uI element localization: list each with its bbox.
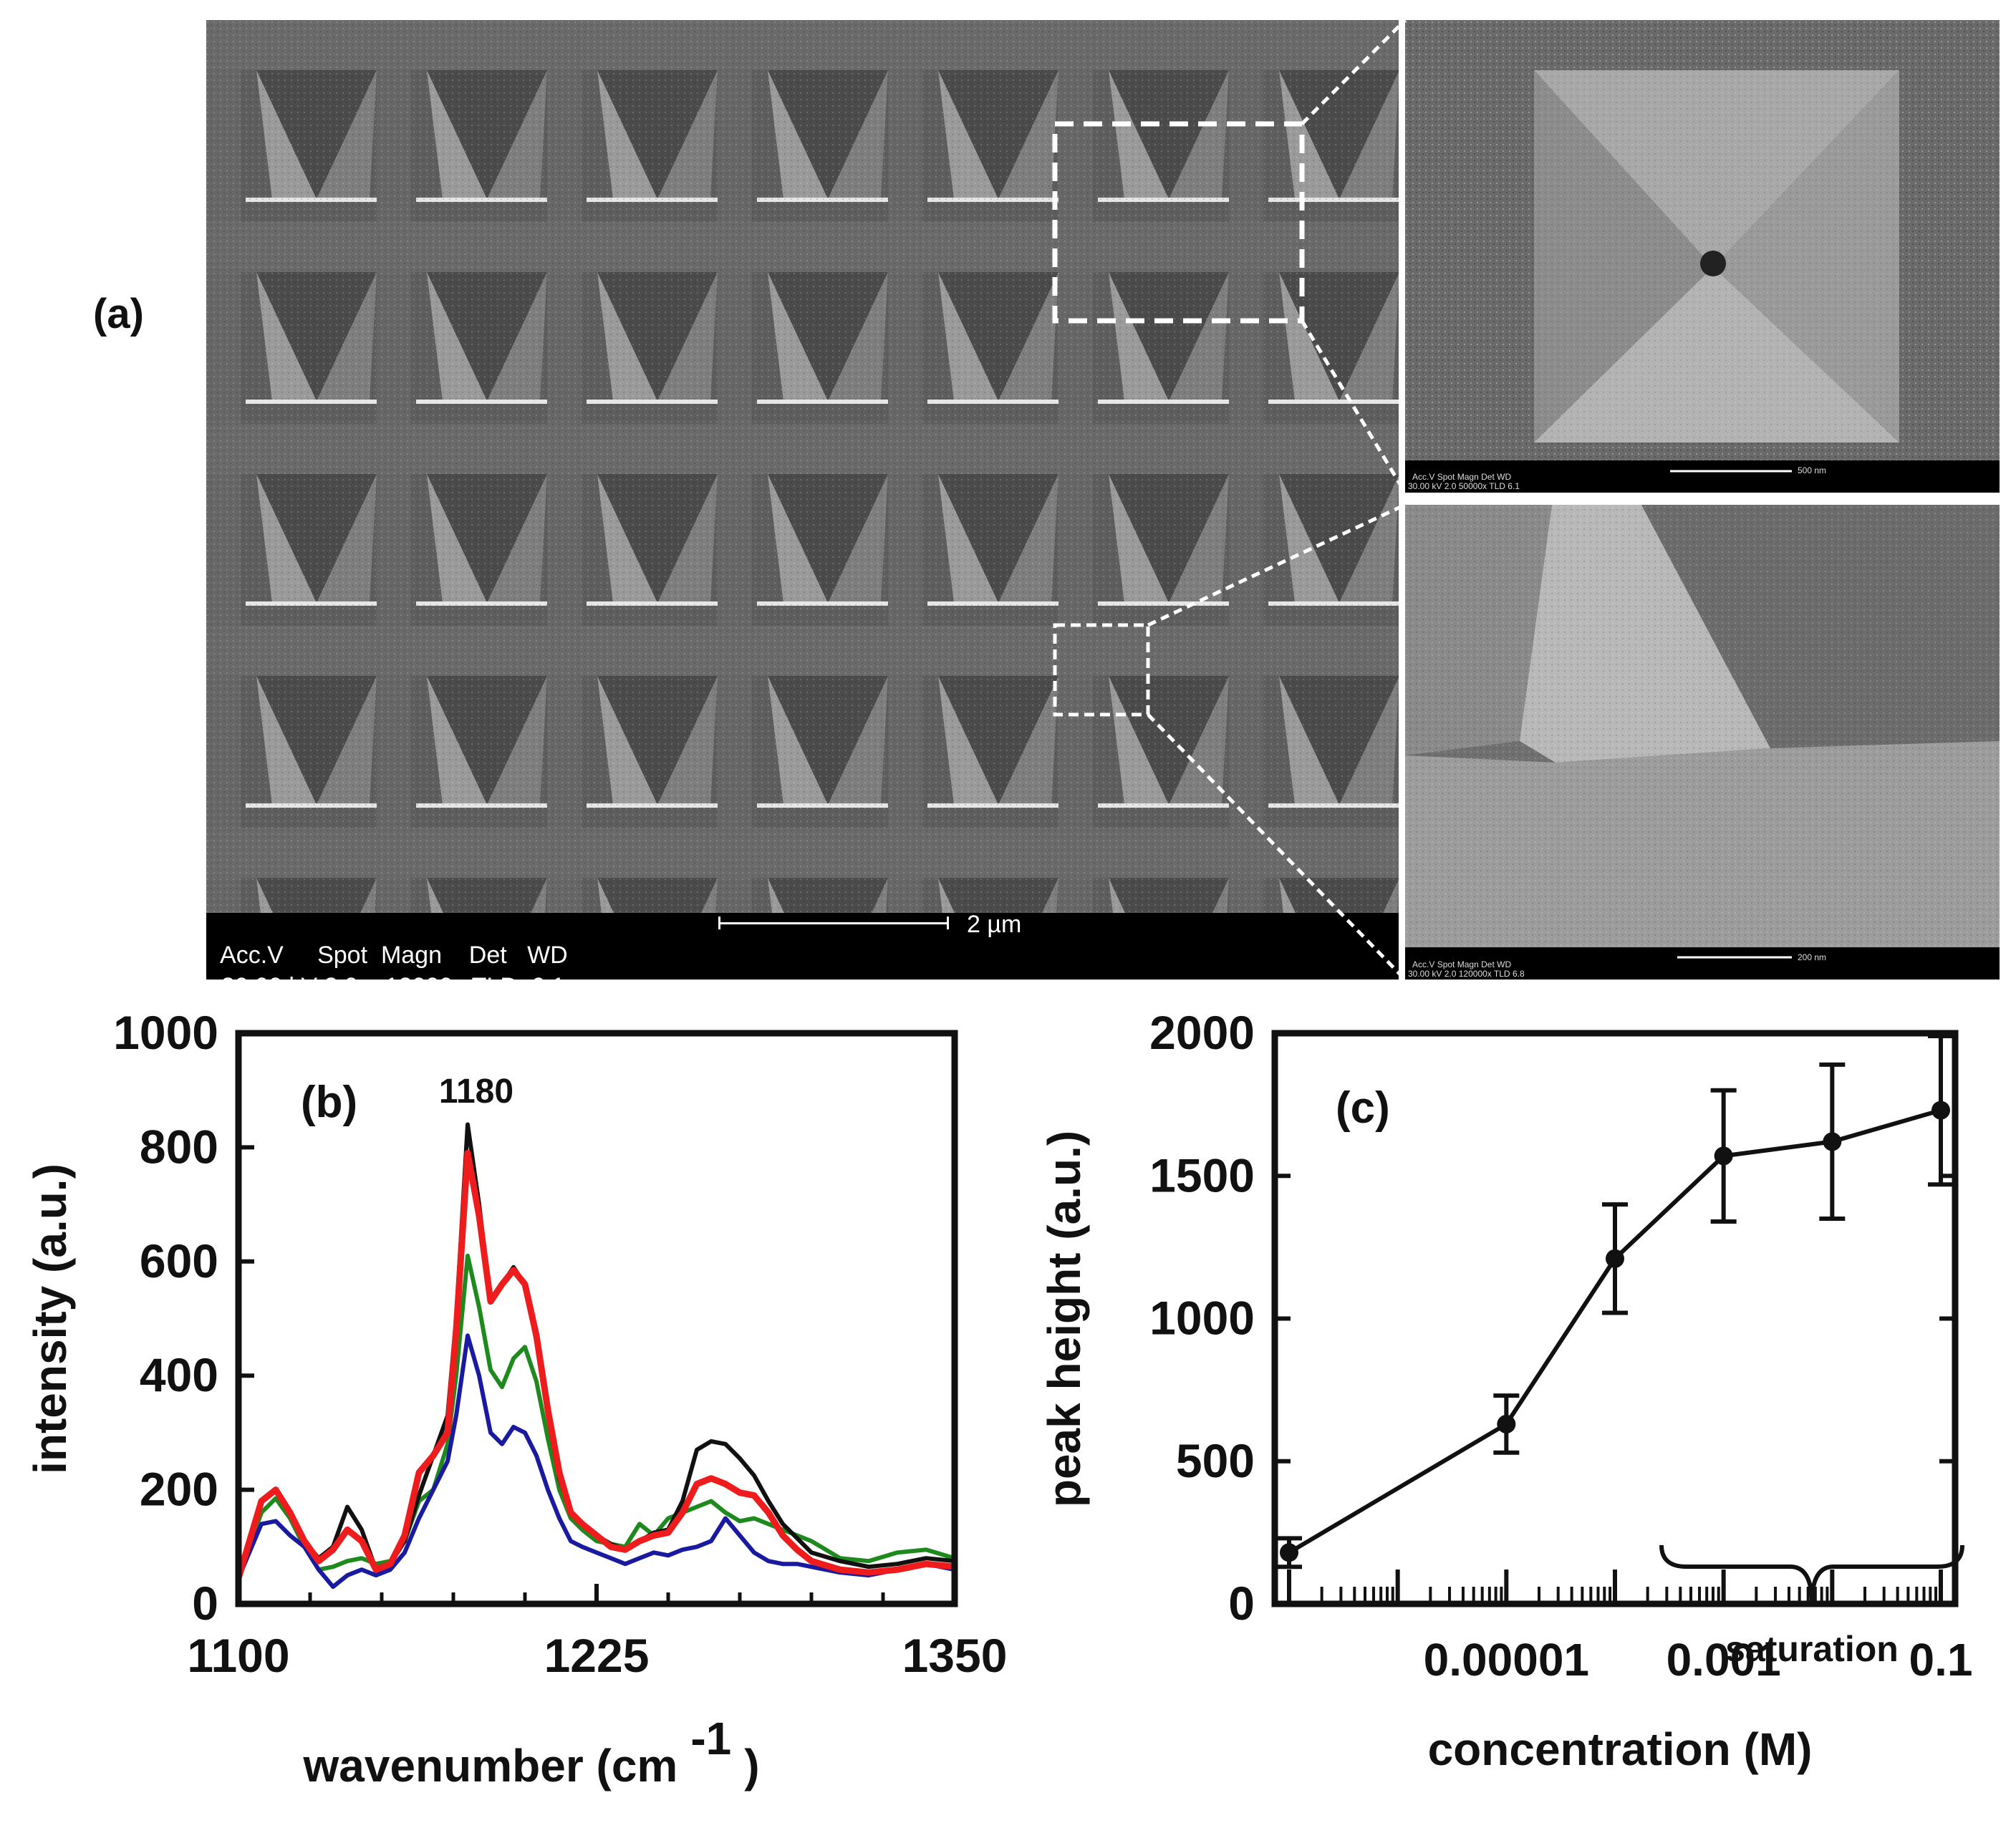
inset-top-det-value: TLD (1489, 481, 1505, 491)
sem-inset-top (1405, 20, 2000, 493)
panel-a-label: (a) (93, 291, 144, 337)
x-tick-label: 1225 (544, 1629, 650, 1682)
sem-main-info-header: Acc.V Spot Magn Det WD (208, 914, 568, 969)
y-tick-label: 500 (1176, 1434, 1255, 1487)
inset-bottom-spot-label: Spot (1437, 959, 1455, 969)
peak-annotation: 1180 (439, 1073, 513, 1111)
inset-top-wd-label: WD (1497, 472, 1512, 482)
inset-top-magn-label: Magn (1457, 472, 1479, 482)
inset-bottom-magn-label: Magn (1457, 959, 1479, 969)
y-tick-label: 400 (140, 1348, 218, 1401)
data-point (1497, 1414, 1516, 1433)
concentration-plot-frame (1271, 1030, 1959, 1607)
series-line-red (235, 1149, 955, 1580)
inset-top-wd-value: 6.1 (1508, 481, 1520, 491)
x-tick-label: 1350 (902, 1629, 1008, 1682)
info-magn-value: 12000x (385, 973, 466, 1000)
panel-c-label: (c) (1336, 1083, 1390, 1133)
info-spot-label: Spot (317, 942, 368, 969)
y-tick-label: 1500 (1149, 1148, 1255, 1201)
info-det-label: Det (468, 942, 507, 969)
inset-top-accv-label: Acc.V (1412, 472, 1435, 482)
concentration-xlabel: concentration (M) (1428, 1723, 1813, 1775)
inset-bottom-magn-value: 120000x (1458, 969, 1492, 979)
spectrum-chart: 0 200 400 600 800 1000 1100 1225 1350 (b) 1180 i… (24, 1006, 1008, 1791)
sem-main-scalebar-label: 2 µm (967, 911, 1022, 938)
sem-main-scalebar-right-tick (947, 917, 949, 929)
x-tick-label: 0.001 (1667, 1634, 1781, 1686)
info-magn-label: Magn (380, 942, 442, 969)
concentration-ylabel: peak height (a.u.) (1038, 1131, 1090, 1507)
concentration-chart: 0 500 1000 1500 2000 0.00001 0.001 0.1 saturati… (1038, 1006, 1973, 1775)
series-line-peak-height (1288, 1108, 1942, 1554)
y-tick-label: 800 (140, 1120, 218, 1173)
y-tick-label: 0 (1228, 1577, 1255, 1630)
spectrum-ylabel: intensity (a.u.) (24, 1164, 76, 1474)
info-accv-value: 30.00 kV (221, 973, 318, 1000)
inset-bottom-det-label: Det (1481, 959, 1495, 969)
info-det-value: TLD (471, 973, 518, 1000)
inset-top-spot-value: 2.0 (1444, 481, 1457, 491)
inset-bottom-spot-value: 2.0 (1444, 969, 1457, 979)
data-point (1931, 1101, 1950, 1120)
series-line-blue (236, 1333, 955, 1590)
saturation-annotation: saturation (1725, 1629, 1899, 1669)
info-wd-label: WD (527, 942, 568, 969)
inset-bottom-wd-label: WD (1497, 959, 1512, 969)
x-tick-label: 0.00001 (1424, 1634, 1589, 1686)
zoom-box-large (1052, 121, 1305, 324)
inset-top-scalebar-label: 500 nm (1798, 465, 1827, 475)
inset-bottom-wd-value: 6.8 (1512, 969, 1525, 979)
y-tick-label: 2000 (1149, 1006, 1255, 1059)
sem-inset-bottom (1405, 505, 2000, 980)
inset-bottom-accv-value: 30.00 kV (1408, 969, 1442, 979)
inset-bottom-det-value: TLD (1493, 969, 1510, 979)
sem-main-scalebar (718, 922, 949, 924)
sem-main-info-values: 30.00 kV 2.0 12000x TLD 6.1 (208, 945, 565, 1001)
y-tick-label: 1000 (1149, 1292, 1255, 1345)
inset-bottom-accv-label: Acc.V (1412, 959, 1435, 969)
data-point (1714, 1146, 1733, 1166)
data-point (1823, 1132, 1842, 1151)
inset-top-magn-value: 50000x (1458, 481, 1487, 491)
inset-top-info: Acc.V Spot Magn Det WD 30.00 kV 2.0 50000… (1408, 463, 1520, 491)
inset-top-spot-label: Spot (1437, 472, 1455, 482)
y-tick-label: 0 (192, 1577, 218, 1630)
zoom-box-small (1053, 623, 1150, 717)
x-tick-label: 0.1 (1909, 1634, 1973, 1686)
info-spot-value: 2.0 (324, 973, 358, 1000)
spectrum-xlabel: wavenumber (cm -1) (302, 1713, 759, 1791)
xlabel-sup: -1 (690, 1713, 731, 1764)
panel-b-label: (b) (301, 1078, 357, 1127)
sem-main-image (206, 20, 1399, 980)
sem-main-scalebar-left-tick (718, 917, 720, 929)
inset-bottom-info: Acc.V Spot Magn Det WD 30.00 kV 2.0 12000… (1408, 951, 1525, 979)
data-point (1606, 1249, 1624, 1268)
series-line-black (236, 1122, 955, 1579)
zoom-guide-lines (0, 0, 2016, 1002)
inset-bottom-scalebar-label: 200 nm (1798, 952, 1827, 962)
y-tick-label: 200 (140, 1463, 218, 1516)
info-accv-label: Acc.V (220, 942, 284, 969)
info-wd-value: 6.1 (531, 973, 566, 1000)
data-point (1280, 1543, 1298, 1562)
inset-top-accv-value: 30.00 kV (1408, 481, 1442, 491)
xlabel-end: ) (744, 1740, 759, 1791)
xlabel-main: wavenumber (cm (302, 1740, 677, 1791)
y-tick-label: 1000 (113, 1006, 218, 1059)
y-tick-label: 600 (140, 1234, 218, 1287)
inset-top-det-label: Det (1481, 472, 1495, 482)
x-tick-label: 1100 (187, 1629, 289, 1682)
series-line-green (236, 1253, 955, 1580)
